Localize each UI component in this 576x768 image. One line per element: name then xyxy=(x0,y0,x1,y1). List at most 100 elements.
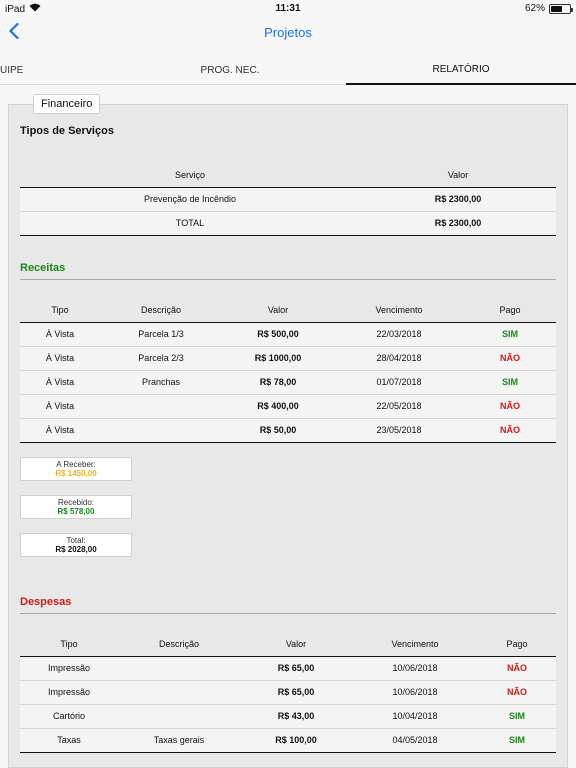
cell-valor: R$ 100,00 xyxy=(240,728,352,753)
cell-servico: Prevenção de Incêndio xyxy=(20,187,360,212)
recebido-value: R$ 578,00 xyxy=(57,507,95,516)
tab-relatorio[interactable]: RELATÓRIO xyxy=(346,55,576,85)
cell-descricao xyxy=(100,418,222,443)
table-row: Cartório R$ 43,00 10/04/2018 SIM xyxy=(20,704,556,729)
cell-valor: R$ 2300,00 xyxy=(360,211,556,236)
header-vencimento: Vencimento xyxy=(391,638,439,649)
receitas-title: Receitas xyxy=(20,262,66,274)
section-chip: Financeiro xyxy=(33,94,101,114)
a-receber-label: A Receber: xyxy=(56,460,96,469)
cell-pago: SIM xyxy=(464,322,556,347)
a-receber-value: R$ 1450,00 xyxy=(55,469,97,478)
cell-pago: NÃO xyxy=(478,656,556,681)
receitas-table: Tipo Descrição Valor Vencimento Pago À V… xyxy=(20,298,556,443)
receitas-divider xyxy=(20,279,556,280)
table-header-row: Serviço Valor xyxy=(20,163,556,187)
cell-pago: SIM xyxy=(464,370,556,395)
table-row: À Vista Pranchas R$ 78,00 01/07/2018 SIM xyxy=(20,370,556,395)
header-valor: Valor xyxy=(267,304,289,315)
cell-pago: NÃO xyxy=(464,394,556,419)
cell-vencimento: 23/05/2018 xyxy=(334,418,464,443)
cell-valor: R$ 2300,00 xyxy=(360,187,556,212)
cell-valor: R$ 50,00 xyxy=(222,418,334,443)
cell-descricao: Taxas gerais xyxy=(118,728,240,753)
cell-vencimento: 01/07/2018 xyxy=(334,370,464,395)
nav-title: Projetos xyxy=(264,25,312,40)
battery-percent: 62% xyxy=(524,3,545,14)
cell-vencimento: 22/05/2018 xyxy=(334,394,464,419)
table-row: Impressão R$ 65,00 10/06/2018 NÃO xyxy=(20,680,556,705)
table-row: À Vista Parcela 1/3 R$ 500,00 22/03/2018 SIM xyxy=(20,322,556,347)
cell-tipo: À Vista xyxy=(20,370,100,395)
cell-descricao: Parcela 2/3 xyxy=(100,346,222,371)
despesas-title: Despesas xyxy=(20,596,72,608)
cell-descricao xyxy=(100,394,222,419)
table-row: À Vista Parcela 2/3 R$ 1000,00 28/04/2018 NÃ… xyxy=(20,346,556,371)
status-left: iPad xyxy=(5,3,41,15)
cell-tipo: À Vista xyxy=(20,346,100,371)
header-pago: Pago xyxy=(506,638,528,649)
header-descricao: Descrição xyxy=(158,638,199,649)
back-button[interactable] xyxy=(4,22,24,44)
header-valor: Valor xyxy=(447,169,469,180)
cell-valor: R$ 500,00 xyxy=(222,322,334,347)
header-tipo: Tipo xyxy=(51,304,69,315)
header-tipo: Tipo xyxy=(60,638,78,649)
table-header-row: Tipo Descrição Valor Vencimento Pago xyxy=(20,298,556,322)
cell-tipo: À Vista xyxy=(20,418,100,443)
servicos-table: Serviço Valor Prevenção de Incêndio R$ 2… xyxy=(20,163,556,236)
cell-vencimento: 22/03/2018 xyxy=(334,322,464,347)
cell-descricao: Pranchas xyxy=(100,370,222,395)
cell-tipo: À Vista xyxy=(20,394,100,419)
summary-recebido: Recebido: R$ 578,00 xyxy=(20,495,132,519)
header-pago: Pago xyxy=(499,304,521,315)
status-time: 11:31 xyxy=(275,3,301,14)
cell-pago: NÃO xyxy=(464,418,556,443)
table-row: Taxas Taxas gerais R$ 100,00 04/05/2018 SIM xyxy=(20,728,556,753)
cell-vencimento: 04/05/2018 xyxy=(352,728,478,753)
tab-prog-nec[interactable]: PROG. NEC. xyxy=(200,64,260,76)
cell-valor: R$ 43,00 xyxy=(240,704,352,729)
navigation-bar: Projetos xyxy=(0,18,576,48)
despesas-table: Tipo Descrição Valor Vencimento Pago Imp… xyxy=(20,632,556,753)
cell-vencimento: 10/04/2018 xyxy=(352,704,478,729)
cell-tipo: Impressão xyxy=(20,680,118,705)
battery-icon xyxy=(549,3,573,14)
cell-descricao xyxy=(118,704,240,729)
cell-vencimento: 10/06/2018 xyxy=(352,680,478,705)
table-header-row: Tipo Descrição Valor Vencimento Pago xyxy=(20,632,556,656)
cell-pago: SIM xyxy=(478,704,556,729)
table-row: Prevenção de Incêndio R$ 2300,00 xyxy=(20,187,556,212)
header-descricao: Descrição xyxy=(140,304,181,315)
tab-equipe[interactable]: UIPE xyxy=(0,64,24,76)
device-label: iPad xyxy=(5,3,26,15)
header-servico: Serviço xyxy=(174,169,205,180)
table-row: Impressão R$ 65,00 10/06/2018 NÃO xyxy=(20,656,556,681)
cell-valor: R$ 400,00 xyxy=(222,394,334,419)
cell-valor: R$ 65,00 xyxy=(240,656,352,681)
cell-pago: NÃO xyxy=(478,680,556,705)
cell-tipo: Cartório xyxy=(20,704,118,729)
cell-descricao: Parcela 1/3 xyxy=(100,322,222,347)
header-vencimento: Vencimento xyxy=(375,304,423,315)
wifi-icon xyxy=(29,3,41,15)
cell-servico: TOTAL xyxy=(20,211,360,236)
table-row: À Vista R$ 400,00 22/05/2018 NÃO xyxy=(20,394,556,419)
header-valor: Valor xyxy=(285,638,307,649)
cell-descricao xyxy=(118,656,240,681)
cell-pago: NÃO xyxy=(464,346,556,371)
total-value: R$ 2028,00 xyxy=(55,545,97,554)
cell-vencimento: 10/06/2018 xyxy=(352,656,478,681)
summary-total: Total: R$ 2028,00 xyxy=(20,533,132,557)
servicos-title: Tipos de Serviços xyxy=(20,125,114,137)
cell-pago: SIM xyxy=(478,728,556,753)
cell-descricao xyxy=(118,680,240,705)
recebido-label: Recebido: xyxy=(57,498,95,507)
status-bar: iPad 11:31 62% xyxy=(0,0,576,18)
status-right: 62% xyxy=(524,3,573,14)
summary-a-receber: A Receber: R$ 1450,00 xyxy=(20,457,132,481)
cell-tipo: Impressão xyxy=(20,656,118,681)
table-row: TOTAL R$ 2300,00 xyxy=(20,211,556,236)
cell-vencimento: 28/04/2018 xyxy=(334,346,464,371)
tab-bar: UIPE PROG. NEC. RELATÓRIO xyxy=(0,55,576,85)
